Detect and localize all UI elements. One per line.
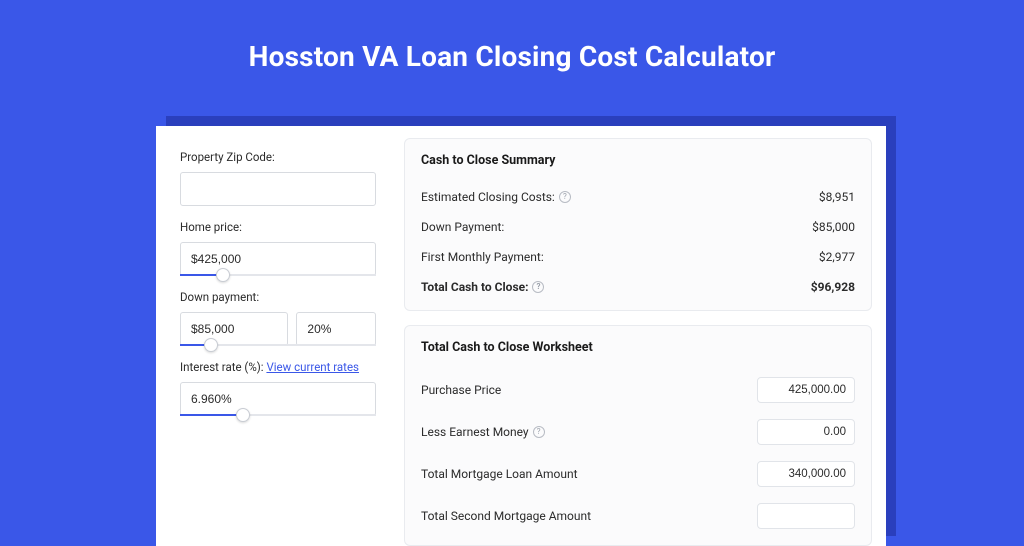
slider-track [180,274,376,276]
zip-field-group: Property Zip Code: [180,150,376,206]
down-payment-slider[interactable] [180,344,376,346]
worksheet-row-label: Total Mortgage Loan Amount [421,467,578,481]
help-icon[interactable]: ? [532,281,544,293]
home-price-input[interactable] [180,242,376,276]
worksheet-row-input[interactable] [757,377,855,403]
inputs-column: Property Zip Code: Home price: Down paym… [156,126,396,546]
worksheet-row-input[interactable] [757,503,855,529]
slider-thumb[interactable] [236,408,250,422]
interest-rate-input[interactable] [180,382,376,416]
zip-input[interactable] [180,172,376,206]
summary-row: First Monthly Payment: $2,977 [421,242,855,272]
worksheet-row: Total Mortgage Loan Amount [421,453,855,495]
down-payment-percent-input[interactable] [296,312,376,346]
interest-rate-slider[interactable] [180,414,376,416]
summary-panel: Cash to Close Summary Estimated Closing … [404,138,872,311]
calculator-card: Property Zip Code: Home price: Down paym… [156,126,886,546]
down-payment-label: Down payment: [180,290,376,304]
summary-row-value: $8,951 [819,190,855,204]
home-price-label: Home price: [180,220,376,234]
summary-row-value: $85,000 [812,220,855,234]
summary-row-label: First Monthly Payment: [421,250,544,264]
slider-fill [180,414,243,416]
summary-row-label: Estimated Closing Costs: [421,190,555,204]
help-icon[interactable]: ? [559,191,571,203]
interest-rate-label: Interest rate (%): View current rates [180,360,376,374]
home-price-slider[interactable] [180,274,376,276]
summary-row: Total Cash to Close:? $96,928 [421,272,855,302]
results-column: Cash to Close Summary Estimated Closing … [396,126,886,546]
summary-row: Estimated Closing Costs:? $8,951 [421,182,855,212]
worksheet-panel: Total Cash to Close Worksheet Purchase P… [404,325,872,546]
interest-rate-field-group: Interest rate (%): View current rates [180,360,376,416]
summary-row-label: Down Payment: [421,220,504,234]
zip-label: Property Zip Code: [180,150,376,164]
slider-thumb[interactable] [204,338,218,352]
interest-rate-label-text: Interest rate (%): [180,360,264,374]
down-payment-amount-input[interactable] [180,312,288,346]
summary-row-label: Total Cash to Close: [421,280,528,294]
slider-track [180,414,376,416]
worksheet-title: Total Cash to Close Worksheet [421,340,855,355]
down-payment-field-group: Down payment: [180,290,376,346]
worksheet-row-label: Total Second Mortgage Amount [421,509,591,523]
view-current-rates-link[interactable]: View current rates [266,360,359,374]
slider-thumb[interactable] [216,268,230,282]
worksheet-row: Purchase Price [421,369,855,411]
worksheet-row: Less Earnest Money? [421,411,855,453]
home-price-field-group: Home price: [180,220,376,276]
worksheet-row-label: Less Earnest Money [421,425,529,439]
help-icon[interactable]: ? [533,426,545,438]
summary-row-value: $96,928 [811,280,855,294]
summary-row: Down Payment: $85,000 [421,212,855,242]
summary-title: Cash to Close Summary [421,153,855,168]
worksheet-row-label: Purchase Price [421,383,501,397]
worksheet-row-input[interactable] [757,419,855,445]
summary-row-value: $2,977 [819,250,855,264]
page-title: Hosston VA Loan Closing Cost Calculator [0,0,1024,99]
worksheet-row: Total Second Mortgage Amount [421,495,855,537]
worksheet-row-input[interactable] [757,461,855,487]
